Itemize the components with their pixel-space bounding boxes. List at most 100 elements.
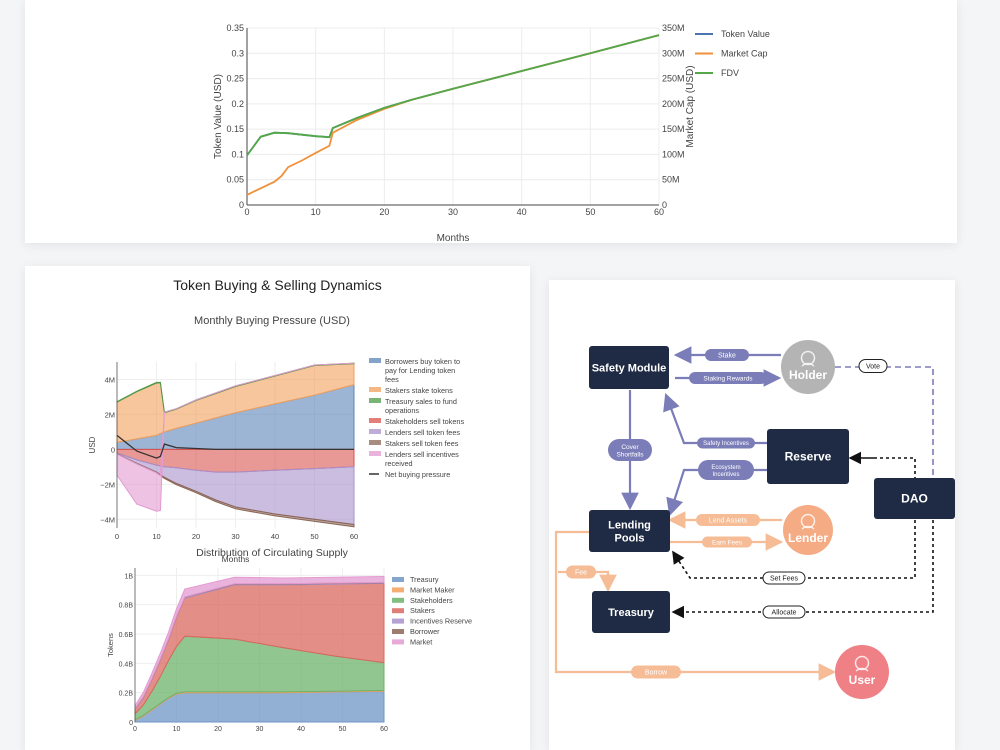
holder-node-person-icon [800, 350, 816, 366]
lending-pools-node [589, 510, 670, 552]
legend-swatch [392, 597, 404, 603]
x-tick-label: 30 [448, 207, 458, 217]
chart-title: Monthly Buying Pressure (USD) [194, 315, 350, 327]
edge-label-fee [566, 565, 596, 579]
lender-node-person-icon-body [801, 525, 815, 530]
x-axis-label: Months [222, 554, 250, 564]
x-tick-label: 10 [173, 726, 181, 733]
legend-swatch [392, 577, 404, 582]
edge-label-stake-label: Stake [718, 353, 736, 360]
edge-label-cover-shortfalls-label: Cover Shortfalls [616, 444, 644, 459]
holder-node [781, 340, 835, 394]
monthly-buying-pressure-chart: Monthly Buying Pressure (USD) −4M −2M 0 2M 4M… [88, 315, 464, 564]
net-buying-pressure-line [116, 434, 354, 459]
y-tick-label: 1B [124, 573, 133, 580]
legend-label: Market Maker [410, 585, 455, 594]
y-tick-label: 0 [111, 445, 115, 454]
reserve-node-label: Reserve [785, 450, 832, 464]
y-tick-label: 2M [105, 410, 115, 419]
legend-swatch [369, 429, 381, 434]
y-axis-label: Token Value (USD) [213, 74, 224, 159]
y-tick-label: 0.2B [119, 691, 134, 698]
edge-label-fee-label: Fee [575, 570, 587, 577]
edge-label-earn-fees-label: Earn Fees [712, 539, 743, 546]
token-flow-diagram-card: Safety Module Lending Pools Treasury Reserve… [549, 280, 955, 750]
edge-label-set-fees-label: Set Fees [770, 576, 799, 583]
flow-vote [835, 366, 934, 476]
legend-swatch [369, 358, 381, 363]
area-market [134, 575, 385, 711]
x-tick-label: 50 [585, 207, 595, 217]
y-tick-label: 0.3 [231, 48, 244, 58]
y-tick-label: 4M [105, 375, 115, 384]
x-tick-label: 30 [231, 532, 239, 541]
legend-swatch [392, 618, 404, 624]
y-tick-label: 0.4B [119, 661, 134, 668]
y-axis-label: USD [88, 436, 97, 453]
buying-selling-card: Token Buying & Selling Dynamics Monthly … [25, 266, 530, 750]
x-tick-label: 30 [256, 726, 264, 733]
legend-swatch [369, 451, 381, 456]
y-tick-label: 0.8B [119, 603, 134, 610]
legend-label: Stakers [410, 606, 435, 615]
treasury-node-label: Treasury [608, 607, 655, 619]
x-tick-label: 60 [380, 726, 388, 733]
x-tick-label: 20 [192, 532, 200, 541]
y2-tick-label: 150M [662, 124, 685, 134]
token-flow-diagram: Safety Module Lending Pools Treasury Reserve… [554, 340, 955, 699]
legend-swatch [392, 608, 404, 614]
edge-label-safety-incentives [697, 437, 755, 449]
user-node-person-icon [854, 655, 870, 671]
edge-label-set-fees [762, 571, 806, 585]
legend-label: Lenders sell incentives received [385, 450, 459, 468]
legend-label: Token Value [721, 29, 770, 39]
treasury-node [592, 591, 670, 633]
y2-tick-label: 250M [662, 74, 685, 84]
x-tick-label: 20 [214, 726, 222, 733]
token-price-card: 0 0.05 0.1 0.15 0.2 0.25 0.3 0.35 0 50M 100M 150M 20… [25, 0, 957, 244]
y-tick-label: 0.1 [231, 149, 244, 159]
chart-title: Distribution of Circulating Supply [196, 547, 348, 559]
user-node [835, 645, 889, 699]
edge-label-allocate-label: Allocate [772, 610, 797, 617]
x-axis-label: Months [437, 233, 470, 244]
dao-node-label: DAO [901, 492, 928, 506]
dao-node [874, 478, 955, 519]
legend-label: Stakeholders [410, 596, 453, 605]
legend-swatch [369, 418, 381, 423]
x-tick-label: 60 [350, 532, 358, 541]
edge-label-ecosystem-incentives-label: Ecosystem Incentives [711, 465, 740, 478]
token-value-market-cap-chart: 0 0.05 0.1 0.15 0.2 0.25 0.3 0.35 0 50M 100M 150M 20… [213, 23, 770, 244]
x-tick-label: 10 [311, 207, 321, 217]
edge-label-lend-assets [696, 514, 760, 526]
legend-swatch [369, 398, 381, 403]
legend-swatch [392, 587, 404, 593]
x-tick-label: 0 [115, 532, 119, 541]
legend-label: Market [410, 637, 432, 646]
y2-tick-label: 0 [662, 200, 667, 210]
y-tick-label: −4M [100, 515, 115, 524]
circulating-supply-chart: Distribution of Circulating Supply 0 0.2B 0… [106, 547, 472, 733]
y2-tick-label: 300M [662, 48, 685, 58]
x-tick-label: 10 [152, 532, 160, 541]
legend-label: Treasury sales to fund operations [385, 397, 457, 415]
y-tick-label: 0 [239, 200, 244, 210]
legend-label: Net buying pressure [385, 470, 450, 479]
y-tick-label: 0.6B [119, 632, 134, 639]
x-tick-label: 50 [310, 532, 318, 541]
flow-borrow [554, 530, 837, 681]
safety-module-node [589, 346, 669, 389]
y2-tick-label: 350M [662, 23, 685, 33]
y-axis-label: Tokens [106, 633, 115, 657]
edge-label-staking-rewards [689, 372, 767, 384]
flow-safety-incentives [663, 392, 767, 445]
legend-label: Stakeholders sell tokens [385, 417, 464, 426]
area-lenders-sell-incentives-received [116, 362, 355, 512]
y-tick-label: 0.05 [226, 175, 244, 185]
edge-label-vote [858, 359, 888, 373]
y-tick-label: −2M [100, 480, 115, 489]
y-tick-label: 0.15 [226, 124, 244, 134]
y2-axis-label: Market Cap (USD) [685, 65, 696, 147]
holder-node-label: Holder [789, 368, 827, 382]
user-node-person-icon-body [855, 667, 869, 672]
